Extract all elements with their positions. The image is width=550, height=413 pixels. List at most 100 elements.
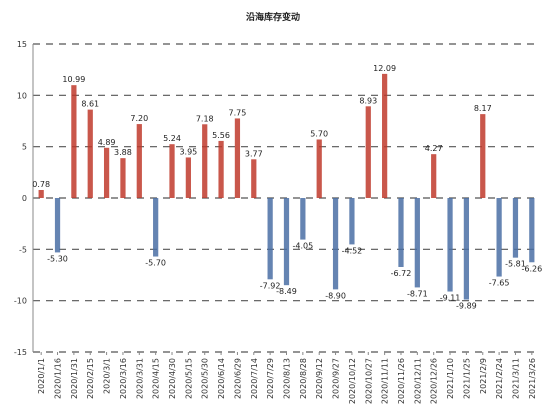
bar (447, 198, 453, 292)
data-label: -8.90 (325, 291, 346, 300)
x-tick-label: 2020/11/11 (381, 358, 390, 404)
data-label: 4.27 (425, 144, 443, 153)
bar (480, 114, 486, 198)
x-tick-label: 2020/11/26 (397, 358, 406, 404)
x-tick-label: 2020/3/16 (119, 358, 128, 399)
bar (38, 189, 44, 198)
x-tick-label: 2020/5/15 (184, 358, 193, 399)
x-tick-label: 2020/10/27 (364, 358, 373, 404)
x-tick-label: 2020/8/28 (299, 358, 308, 399)
x-tick-label: 2020/12/11 (413, 358, 422, 404)
x-tick-label: 2020/9/12 (315, 358, 324, 399)
x-axis: 2020/1/1 2020/1/16 2020/1/31 2020/2/15 2020/… (37, 352, 537, 404)
data-label: 10.99 (62, 75, 85, 84)
data-label: -6.72 (391, 269, 412, 278)
y-tick-label: 15 (17, 40, 27, 49)
x-tick-label: 2020/3/1 (103, 358, 112, 394)
data-label: -5.81 (505, 260, 526, 269)
data-label: 8.61 (81, 100, 99, 109)
data-label: -4.52 (342, 246, 363, 255)
x-tick-label: 2020/9/27 (332, 358, 341, 399)
bar (463, 198, 470, 300)
bar (136, 124, 142, 198)
x-tick-label: 2020/5/30 (201, 358, 210, 399)
x-tick-label: 2021/3/26 (528, 358, 537, 399)
data-label: 8.17 (474, 104, 492, 113)
data-label: -5.70 (145, 259, 166, 268)
x-tick-label: 2021/2/24 (495, 358, 504, 399)
data-label: 7.75 (229, 108, 247, 117)
x-tick-label: 2021/1/10 (446, 358, 455, 399)
y-axis: -15 -10 -5 0 5 10 15 (14, 40, 34, 357)
x-tick-label: 2020/6/14 (217, 358, 226, 399)
data-label: -8.71 (407, 289, 428, 298)
x-tick-label: 2020/4/30 (168, 358, 177, 399)
bar (316, 139, 322, 198)
x-tick-label: 2020/7/14 (250, 358, 259, 399)
bar (267, 198, 273, 280)
bar (234, 118, 241, 198)
bar (87, 109, 93, 198)
bar (202, 124, 208, 198)
data-label: 8.93 (359, 96, 377, 105)
x-tick-label: 2020/6/29 (233, 358, 242, 399)
data-label: -7.65 (489, 279, 510, 288)
bar (512, 198, 519, 258)
y-tick-label: 10 (17, 91, 27, 100)
data-label: -8.49 (276, 287, 297, 296)
x-tick-label: 2020/1/16 (54, 358, 63, 399)
data-label: 3.88 (114, 148, 132, 157)
bar (496, 198, 502, 277)
bar (185, 157, 191, 198)
data-label: 7.20 (130, 114, 148, 123)
data-label: -6.26 (521, 264, 542, 273)
data-label: 7.18 (196, 114, 214, 123)
data-label: 3.77 (245, 149, 263, 158)
x-tick-label: 2020/2/15 (86, 358, 95, 399)
data-label: 0.78 (32, 180, 50, 189)
bar (169, 144, 175, 198)
data-label: -9.89 (456, 302, 477, 311)
bar (529, 198, 535, 263)
bar (218, 140, 224, 198)
bar (365, 106, 371, 198)
data-label: -4.05 (293, 242, 314, 251)
data-label: 3.95 (179, 147, 197, 156)
bar (54, 198, 61, 253)
data-label: 12.09 (373, 64, 396, 73)
data-label: -9.11 (440, 294, 461, 303)
y-tick-label: 5 (22, 143, 27, 152)
bar (382, 73, 388, 198)
bar (332, 198, 339, 290)
x-tick-label: 2020/8/13 (283, 358, 292, 399)
bar (414, 198, 420, 288)
x-tick-label: 2020/10/12 (348, 358, 357, 404)
x-tick-label: 2021/1/25 (462, 358, 471, 399)
y-tick-label: -5 (19, 245, 27, 254)
x-tick-label: 2020/7/29 (266, 358, 275, 399)
data-label: 5.24 (163, 134, 181, 143)
bar (283, 198, 290, 286)
data-label: -5.30 (47, 254, 68, 263)
x-tick-label: 2020/1/31 (70, 358, 79, 399)
bar (398, 198, 404, 267)
y-tick-label: 0 (22, 194, 27, 203)
x-tick-label: 2021/2/9 (479, 358, 488, 394)
bar (120, 158, 126, 198)
bar (71, 85, 77, 198)
chart-title: 沿海库存变动 (246, 11, 300, 23)
data-labels-layer: 0.78 -5.30 10.99 8.61 4.893.88 7.20 -5.70 5.24 3… (32, 64, 542, 311)
data-label: -7.92 (260, 281, 281, 290)
bar (349, 198, 355, 245)
x-tick-label: 2020/3/31 (135, 358, 144, 399)
x-tick-label: 2020/12/26 (430, 358, 439, 404)
y-tick-label: -10 (14, 297, 27, 306)
bar (300, 198, 306, 240)
bar (251, 159, 257, 198)
x-tick-label: 2020/1/1 (37, 358, 46, 394)
bar (103, 147, 110, 198)
bar (153, 198, 159, 257)
x-tick-label: 2021/3/11 (511, 358, 520, 399)
data-label: 4.89 (98, 138, 116, 147)
